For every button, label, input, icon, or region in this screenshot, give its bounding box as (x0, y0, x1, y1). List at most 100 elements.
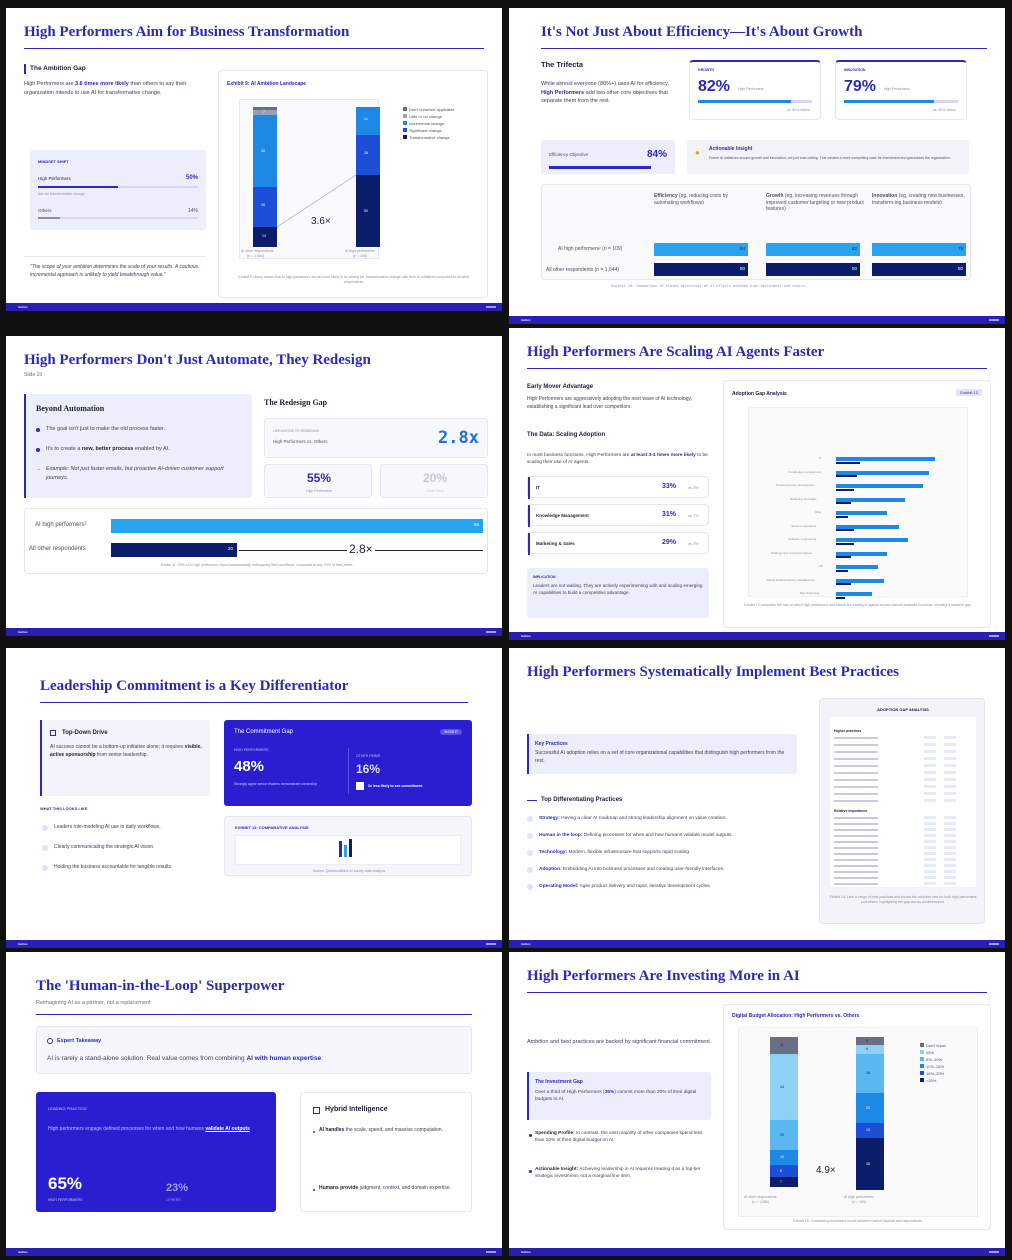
function-row: Knowledge Management 31% vs. 7% (527, 504, 709, 527)
legend-item: Incremental change (409, 121, 445, 126)
trifecta-text: While almost everyone (80%+) uses AI for… (541, 81, 670, 105)
bar-others: 20 (111, 543, 237, 557)
growth-card: GROWTH 82% High Performers vs. 50% other… (689, 60, 821, 120)
legend-swatch (920, 1071, 924, 1075)
person-icon (313, 1107, 320, 1114)
footer: Author Section (6, 940, 502, 948)
slide-title: High Performers Are Scaling AI Agents Fa… (527, 344, 825, 360)
legend-swatch (403, 135, 407, 139)
slide-human-in-loop[interactable]: The 'Human-in-the-Loop' Superpower Reima… (6, 952, 502, 1256)
footer: Author Section (6, 628, 502, 636)
bar-hp (836, 578, 884, 583)
segment-label: 20 (866, 1105, 870, 1110)
slide-best-practices[interactable]: High Performers Systematically Implement… (509, 648, 1005, 948)
slide-title: High Performers Are Investing More in AI (527, 968, 800, 984)
slide-leadership[interactable]: Leadership Commitment is a Key Different… (6, 648, 502, 948)
legend-item: Don't know (926, 1043, 946, 1048)
function-label: Risk (815, 510, 822, 514)
bar-hp: 79 (872, 243, 966, 256)
segment-label: 11 (780, 1043, 784, 1048)
bar-hp (836, 470, 929, 475)
bar-hp-label: 79 (957, 246, 963, 251)
bar-a-label-low: 28 (261, 203, 265, 207)
hp-fill (38, 186, 118, 188)
investment-gap-card: The Investment Gap Over a third of High … (527, 1072, 711, 1120)
bar-a-label-mid: 48 (261, 149, 265, 153)
legend-swatch (920, 1078, 924, 1082)
multiplier-badge: 2.8x (438, 428, 479, 448)
segment-label: 5 (866, 1038, 868, 1043)
bar-hp (836, 538, 908, 542)
stack-segment (770, 1176, 798, 1187)
legend-item: ≤5% (926, 1050, 934, 1055)
stack-segment (770, 1119, 798, 1150)
bar-other (836, 556, 851, 558)
exhibit-badge: Exhibit 12 (956, 389, 982, 396)
hybrid-intelligence-card: Hybrid Intelligence AI handles the scale… (300, 1092, 472, 1212)
data-heading: The Data: Scaling Adoption (527, 432, 606, 438)
stack-segment (856, 1053, 884, 1093)
segment-label: 7 (780, 1179, 782, 1184)
segment-label: 6 (866, 1047, 868, 1051)
slide-growth[interactable]: It's Not Just About Efficiency—It's Abou… (509, 8, 1005, 324)
footer: Author Section (509, 940, 1005, 948)
bar-other-label: 50 (957, 266, 963, 271)
adoption-gap-panel: Adoption Gap Analysis Exhibit 12 IT Knowl… (723, 380, 991, 628)
legend-item: Little or no change (409, 114, 442, 119)
actionable-insight: ● Actionable Insight Frame AI initiative… (687, 140, 969, 174)
segment-label: 35 (866, 1161, 870, 1166)
footer: Author Section (509, 632, 1005, 640)
slide-agents[interactable]: High Performers Are Scaling AI Agents Fa… (509, 328, 1005, 640)
list-item: Holding the business accountable for tan… (54, 864, 173, 870)
hp-value: 48% (234, 758, 265, 775)
legend-swatch (403, 128, 407, 132)
legend-swatch (920, 1064, 924, 1068)
top-down-card: Top-Down Drive AI success cannot be a bo… (40, 720, 210, 796)
other-label: Others (38, 208, 52, 213)
stack-segment (856, 1137, 884, 1190)
cat-b-n: (n = 108) (353, 254, 368, 258)
slide-ambition[interactable]: High Performers Aim for Business Transfo… (6, 8, 502, 311)
multiplier: 2.8× (347, 542, 375, 556)
legend-item: 11%–15% (926, 1064, 944, 1069)
growth-value: 82% (698, 78, 731, 95)
bar-other-label: 50 (851, 266, 857, 271)
hp-track (38, 186, 198, 188)
exhibit-11-chart: AI high performers² All other respondent… (24, 508, 488, 574)
other-stat: 20% Other firms (380, 464, 488, 498)
cat-a: AI other respondents (241, 249, 274, 253)
segment-label: 26 (866, 1071, 870, 1075)
segment-label: 10 (780, 1155, 784, 1159)
bar-hp: 55 (111, 519, 483, 533)
bullet-icon (36, 448, 40, 452)
footer: Author Section (6, 1248, 502, 1256)
exhibit-10-chart: Efficiency (eg, reducing costs by automa… (541, 184, 971, 280)
bar-other (836, 542, 854, 545)
innovation-card: INNOVATION 79% High Performers vs. 50% o… (835, 60, 967, 120)
mindset-shift-card: MINDSET SHIFT High Performers 50% Aim fo… (30, 150, 206, 230)
legend-item: Significant change (409, 128, 442, 133)
trifecta-heading: The Trifecta (541, 60, 584, 69)
slide-title: High Performers Systematically Implement… (527, 664, 899, 680)
hp-value: 50% (185, 175, 198, 181)
slide-title: High Performers Don't Just Automate, The… (24, 352, 371, 368)
bar-hp (836, 497, 905, 502)
exhibit-9-panel: Exhibit 9: AI Ambition Landscape 7 48 28… (218, 70, 488, 298)
slide-redesign[interactable]: High Performers Don't Just Automate, The… (6, 336, 502, 636)
exhibit-caption: Exhibit 10: Comparison of stated objecti… (611, 284, 807, 288)
other-value: 16% (356, 762, 381, 776)
slide-investment[interactable]: High Performers Are Investing More in AI… (509, 952, 1005, 1256)
exhibit-13-panel: EXHIBIT 13: COMPARATIVE ANALYSIS Source:… (224, 816, 472, 876)
lightbulb-icon: ● (695, 148, 700, 157)
practice-item: Human in the loop: Defining processes fo… (539, 833, 733, 838)
warning-icon (356, 782, 364, 790)
legend-swatch (403, 107, 407, 111)
practice-item: Operating Model: Agile product delivery … (539, 884, 711, 889)
multiplier: 4.9× (816, 1165, 836, 1176)
likelihood-card: LIKELIHOOD TO REDESIGN High Performers v… (264, 418, 488, 458)
function-label: Manufacturing (799, 591, 819, 595)
hp-value: 65% (48, 1174, 83, 1193)
innovation-fill (844, 100, 935, 103)
hp-note: Aim for transformative change (38, 192, 85, 196)
stack-segment (770, 1037, 798, 1054)
